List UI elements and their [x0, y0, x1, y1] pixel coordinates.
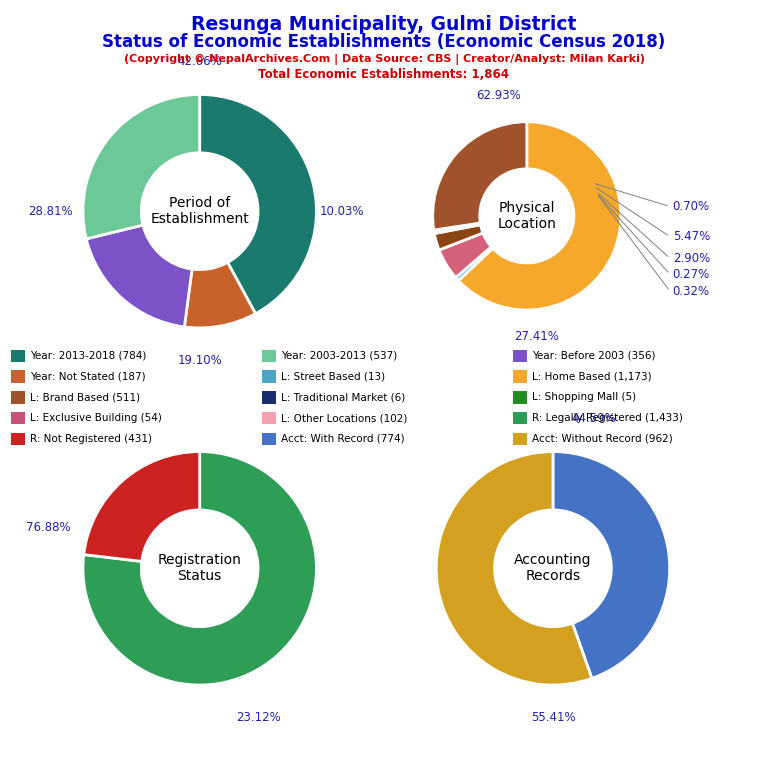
Text: Year: 2013-2018 (784): Year: 2013-2018 (784): [30, 351, 147, 361]
Bar: [513, 391, 527, 404]
Text: Acct: With Record (774): Acct: With Record (774): [281, 434, 405, 444]
Bar: [513, 349, 527, 362]
Text: 76.88%: 76.88%: [25, 521, 70, 534]
Text: Status of Economic Establishments (Economic Census 2018): Status of Economic Establishments (Econo…: [102, 33, 666, 51]
Wedge shape: [434, 224, 481, 233]
Text: Registration
Status: Registration Status: [157, 553, 242, 584]
Text: 5.47%: 5.47%: [673, 230, 710, 243]
Wedge shape: [436, 452, 592, 685]
Text: 0.32%: 0.32%: [673, 285, 710, 298]
Text: Total Economic Establishments: 1,864: Total Economic Establishments: 1,864: [259, 68, 509, 81]
Text: Year: Not Stated (187): Year: Not Stated (187): [30, 372, 146, 382]
Bar: [263, 391, 276, 404]
Text: L: Other Locations (102): L: Other Locations (102): [281, 413, 408, 423]
Wedge shape: [458, 122, 621, 310]
Bar: [263, 432, 276, 445]
Bar: [263, 349, 276, 362]
Text: 55.41%: 55.41%: [531, 711, 575, 724]
Bar: [12, 432, 25, 445]
Wedge shape: [455, 247, 492, 280]
Text: L: Street Based (13): L: Street Based (13): [281, 372, 386, 382]
Text: Physical
Location: Physical Location: [498, 200, 556, 231]
Text: 23.12%: 23.12%: [236, 711, 280, 724]
Text: Year: 2003-2013 (537): Year: 2003-2013 (537): [281, 351, 397, 361]
Text: 2.90%: 2.90%: [673, 252, 710, 265]
Text: 19.10%: 19.10%: [177, 354, 222, 367]
Wedge shape: [434, 223, 481, 232]
Wedge shape: [184, 263, 256, 328]
Bar: [513, 412, 527, 425]
Text: 62.93%: 62.93%: [476, 89, 521, 102]
Bar: [12, 412, 25, 425]
Text: 10.03%: 10.03%: [319, 205, 364, 217]
Bar: [263, 412, 276, 425]
Wedge shape: [83, 452, 316, 685]
Bar: [263, 370, 276, 383]
Wedge shape: [439, 233, 492, 277]
Text: L: Traditional Market (6): L: Traditional Market (6): [281, 392, 406, 402]
Text: 44.59%: 44.59%: [571, 412, 616, 425]
Text: (Copyright © NepalArchives.Com | Data Source: CBS | Creator/Analyst: Milan Karki: (Copyright © NepalArchives.Com | Data So…: [124, 54, 644, 65]
Bar: [12, 349, 25, 362]
Text: 27.41%: 27.41%: [514, 330, 558, 343]
Wedge shape: [553, 452, 670, 678]
Text: Acct: Without Record (962): Acct: Without Record (962): [532, 434, 673, 444]
Text: 28.81%: 28.81%: [28, 205, 72, 217]
Wedge shape: [83, 94, 200, 239]
Text: L: Shopping Mall (5): L: Shopping Mall (5): [532, 392, 636, 402]
Text: L: Home Based (1,173): L: Home Based (1,173): [532, 372, 651, 382]
Text: 42.06%: 42.06%: [177, 55, 222, 68]
Wedge shape: [84, 452, 200, 561]
Wedge shape: [86, 225, 192, 327]
Text: Accounting
Records: Accounting Records: [515, 553, 591, 584]
Text: R: Not Registered (431): R: Not Registered (431): [30, 434, 152, 444]
Wedge shape: [435, 225, 483, 250]
Wedge shape: [432, 122, 527, 230]
Bar: [12, 391, 25, 404]
Text: 0.70%: 0.70%: [673, 200, 710, 213]
Text: R: Legally Registered (1,433): R: Legally Registered (1,433): [532, 413, 683, 423]
Text: Period of
Establishment: Period of Establishment: [151, 196, 249, 227]
Text: Year: Before 2003 (356): Year: Before 2003 (356): [532, 351, 656, 361]
Bar: [513, 432, 527, 445]
Text: L: Brand Based (511): L: Brand Based (511): [30, 392, 141, 402]
Wedge shape: [200, 94, 316, 313]
Text: 0.27%: 0.27%: [673, 268, 710, 281]
Bar: [513, 370, 527, 383]
Bar: [12, 370, 25, 383]
Text: Resunga Municipality, Gulmi District: Resunga Municipality, Gulmi District: [191, 15, 577, 35]
Text: L: Exclusive Building (54): L: Exclusive Building (54): [30, 413, 162, 423]
